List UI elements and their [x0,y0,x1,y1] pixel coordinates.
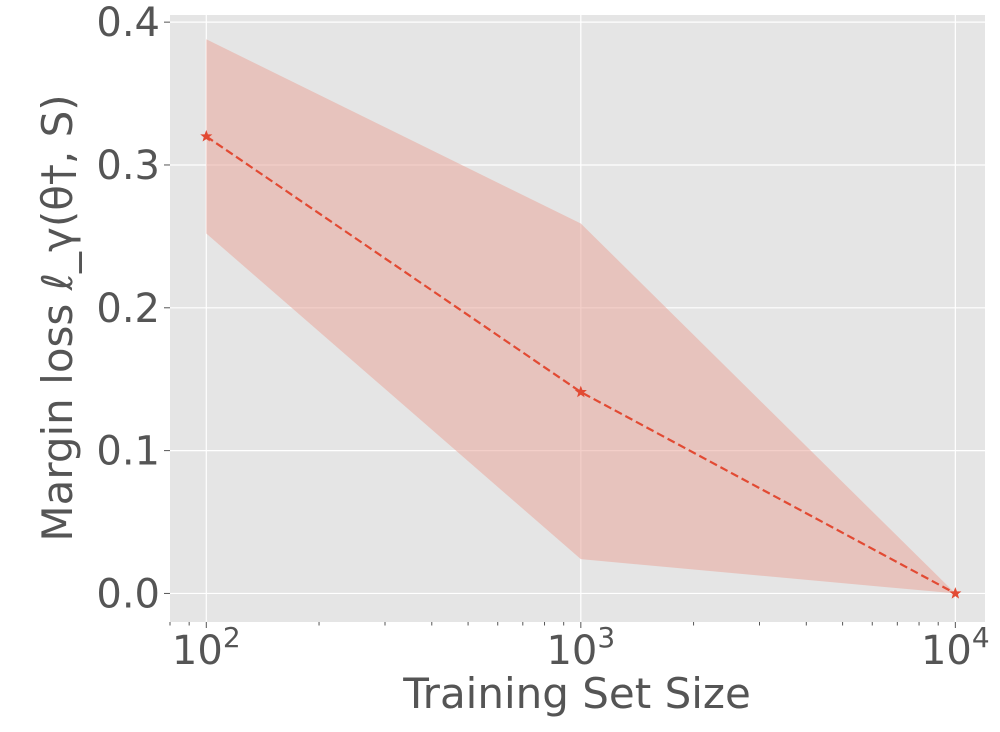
series-line [205,135,956,595]
confidence-band-area [206,39,956,594]
y-tick-label: 0.2 [96,286,160,332]
x-axis-label: Training Set Size [402,669,751,718]
y-tick-label: 0.4 [96,0,160,46]
y-axis-label: Margin loss ℓ_γ(θ†, S) [33,94,82,541]
x-axis-ticks: 102 103 104 [169,621,990,674]
confidence-band [206,39,956,594]
data-point-marker [200,130,213,142]
y-tick-label: 0.3 [96,143,160,189]
x-tick-label: 102 [172,621,241,674]
y-tick-label: 0.1 [96,429,160,475]
series-line-path [205,135,956,595]
x-tick-label: 103 [546,621,615,674]
data-point-marker [949,587,962,599]
y-axis-ticks: 0.0 0.1 0.2 0.3 0.4 [96,0,170,617]
x-tick-label: 104 [921,621,990,674]
y-tick-label: 0.0 [96,571,160,617]
data-point-marker [574,385,587,398]
series-markers [200,130,962,599]
